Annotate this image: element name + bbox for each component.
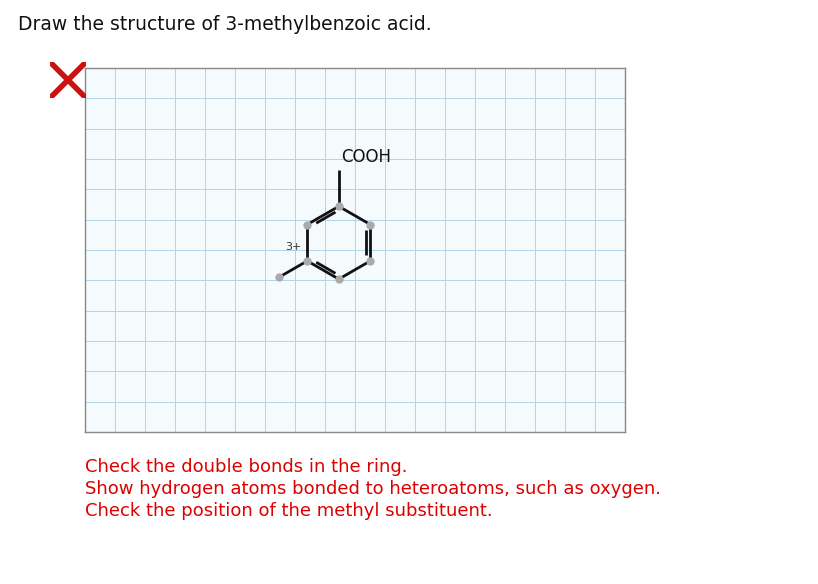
- Text: Draw the structure of 3-methylbenzoic acid.: Draw the structure of 3-methylbenzoic ac…: [18, 15, 432, 34]
- Text: Show hydrogen atoms bonded to heteroatoms, such as oxygen.: Show hydrogen atoms bonded to heteroatom…: [85, 480, 661, 498]
- Text: Check the double bonds in the ring.: Check the double bonds in the ring.: [85, 458, 407, 476]
- Text: 3+: 3+: [285, 242, 302, 252]
- Text: COOH: COOH: [341, 148, 392, 166]
- Text: Check the position of the methyl substituent.: Check the position of the methyl substit…: [85, 502, 492, 520]
